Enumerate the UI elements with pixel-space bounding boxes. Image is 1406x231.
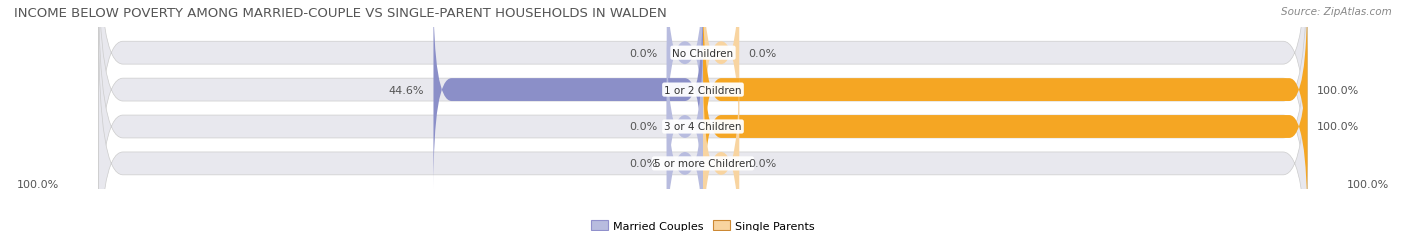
FancyBboxPatch shape [666, 65, 703, 231]
FancyBboxPatch shape [703, 0, 740, 152]
Text: 0.0%: 0.0% [748, 159, 776, 169]
Text: 1 or 2 Children: 1 or 2 Children [664, 85, 742, 95]
FancyBboxPatch shape [703, 65, 740, 231]
Text: 100.0%: 100.0% [1316, 85, 1358, 95]
Text: 44.6%: 44.6% [389, 85, 425, 95]
Text: 0.0%: 0.0% [630, 122, 658, 132]
FancyBboxPatch shape [98, 0, 1308, 231]
FancyBboxPatch shape [98, 0, 1308, 189]
Text: No Children: No Children [672, 49, 734, 58]
FancyBboxPatch shape [666, 28, 703, 226]
FancyBboxPatch shape [703, 0, 1308, 189]
Text: Source: ZipAtlas.com: Source: ZipAtlas.com [1281, 7, 1392, 17]
Text: 100.0%: 100.0% [17, 179, 59, 189]
Text: 100.0%: 100.0% [1316, 122, 1358, 132]
FancyBboxPatch shape [98, 28, 1308, 231]
Text: 5 or more Children: 5 or more Children [654, 159, 752, 169]
Text: 3 or 4 Children: 3 or 4 Children [664, 122, 742, 132]
FancyBboxPatch shape [98, 0, 1308, 226]
Legend: Married Couples, Single Parents: Married Couples, Single Parents [586, 216, 820, 231]
FancyBboxPatch shape [703, 28, 1308, 226]
Text: 0.0%: 0.0% [630, 49, 658, 58]
Text: 100.0%: 100.0% [1347, 179, 1389, 189]
Text: 0.0%: 0.0% [630, 159, 658, 169]
FancyBboxPatch shape [433, 0, 703, 189]
Text: 0.0%: 0.0% [748, 49, 776, 58]
Text: INCOME BELOW POVERTY AMONG MARRIED-COUPLE VS SINGLE-PARENT HOUSEHOLDS IN WALDEN: INCOME BELOW POVERTY AMONG MARRIED-COUPL… [14, 7, 666, 20]
FancyBboxPatch shape [666, 0, 703, 152]
